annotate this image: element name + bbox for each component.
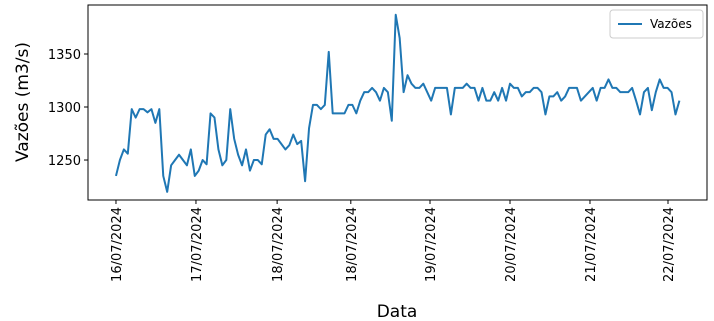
- x-axis-label: Data: [377, 302, 418, 321]
- legend-label: Vazões: [650, 17, 692, 31]
- y-tick-label: 1300: [48, 101, 81, 116]
- y-tick-label: 1350: [48, 48, 81, 63]
- x-tick-label: 21/07/2024: [584, 207, 599, 282]
- line-series: [115, 13, 681, 193]
- y-axis-label: Vazões (m3/s): [13, 42, 33, 162]
- x-tick-label: 18/07/2024: [271, 207, 286, 282]
- legend-box: [609, 9, 704, 39]
- plot-frame: [87, 4, 708, 201]
- x-tick-label: 22/07/2024: [662, 207, 677, 282]
- x-tick-label: 19/07/2024: [424, 207, 439, 282]
- x-tick-label: 18/07/2024: [345, 207, 360, 282]
- x-tick-label: 16/07/2024: [110, 207, 125, 282]
- x-tick-label: 20/07/2024: [504, 207, 519, 282]
- y-tick-label: 1250: [48, 154, 81, 169]
- x-tick-label: 17/07/2024: [190, 207, 205, 282]
